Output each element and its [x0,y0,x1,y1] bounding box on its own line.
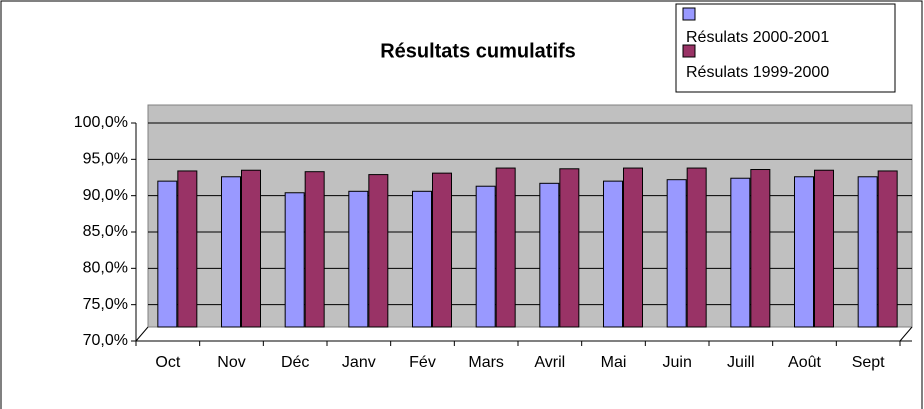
y-tick-label: 70,0% [83,332,128,349]
bar [857,176,878,328]
x-tick-label: Juill [727,354,755,371]
x-tick-label: Janv [342,354,376,371]
y-tick-label: 90,0% [83,187,128,204]
y-tick-label: 100,0% [74,114,128,131]
bar [623,167,643,328]
legend-label: Résulats 1999-2000 [686,64,829,81]
legend-label: Résulats 2000-2001 [686,29,829,46]
bar [495,167,516,328]
bar [814,169,834,328]
bar [686,167,707,328]
bar [412,190,432,328]
bar [348,190,369,328]
legend-swatch [682,7,696,21]
legend-swatch [682,44,696,58]
floor-edge [899,326,913,342]
bar [304,171,325,328]
bar [794,176,814,328]
bar [475,185,496,328]
legend [675,3,896,93]
x-tick-label: Avril [534,354,565,371]
bar [750,169,771,328]
bar [177,170,198,328]
x-tick-label: Juin [662,354,691,371]
chart-title: Résultats cumulatifs [380,40,576,62]
bar [368,174,389,328]
y-tick-label: 95,0% [83,151,128,168]
bar [730,177,751,328]
x-tick-label: Oct [155,354,180,371]
bar [221,176,241,328]
bar [877,170,898,328]
plot-wall [147,104,913,328]
y-tick-label: 80,0% [83,260,128,277]
x-tick-label: Déc [281,354,309,371]
y-tick-label: 75,0% [83,296,128,313]
bar [241,169,261,328]
x-tick-label: Nov [217,354,245,371]
bar [157,180,178,328]
bar [432,172,452,328]
bar [666,179,687,328]
floor-edge [135,326,149,342]
x-tick-label: Mai [601,354,627,371]
bar [603,180,623,328]
x-tick-label: Août [788,354,821,371]
y-tick-label: 85,0% [83,223,128,240]
x-tick-label: Sept [852,354,885,371]
x-tick-label: Fév [409,354,436,371]
x-tick-label: Mars [468,354,504,371]
bar [559,168,580,328]
bar [284,192,305,328]
bar [539,182,560,328]
